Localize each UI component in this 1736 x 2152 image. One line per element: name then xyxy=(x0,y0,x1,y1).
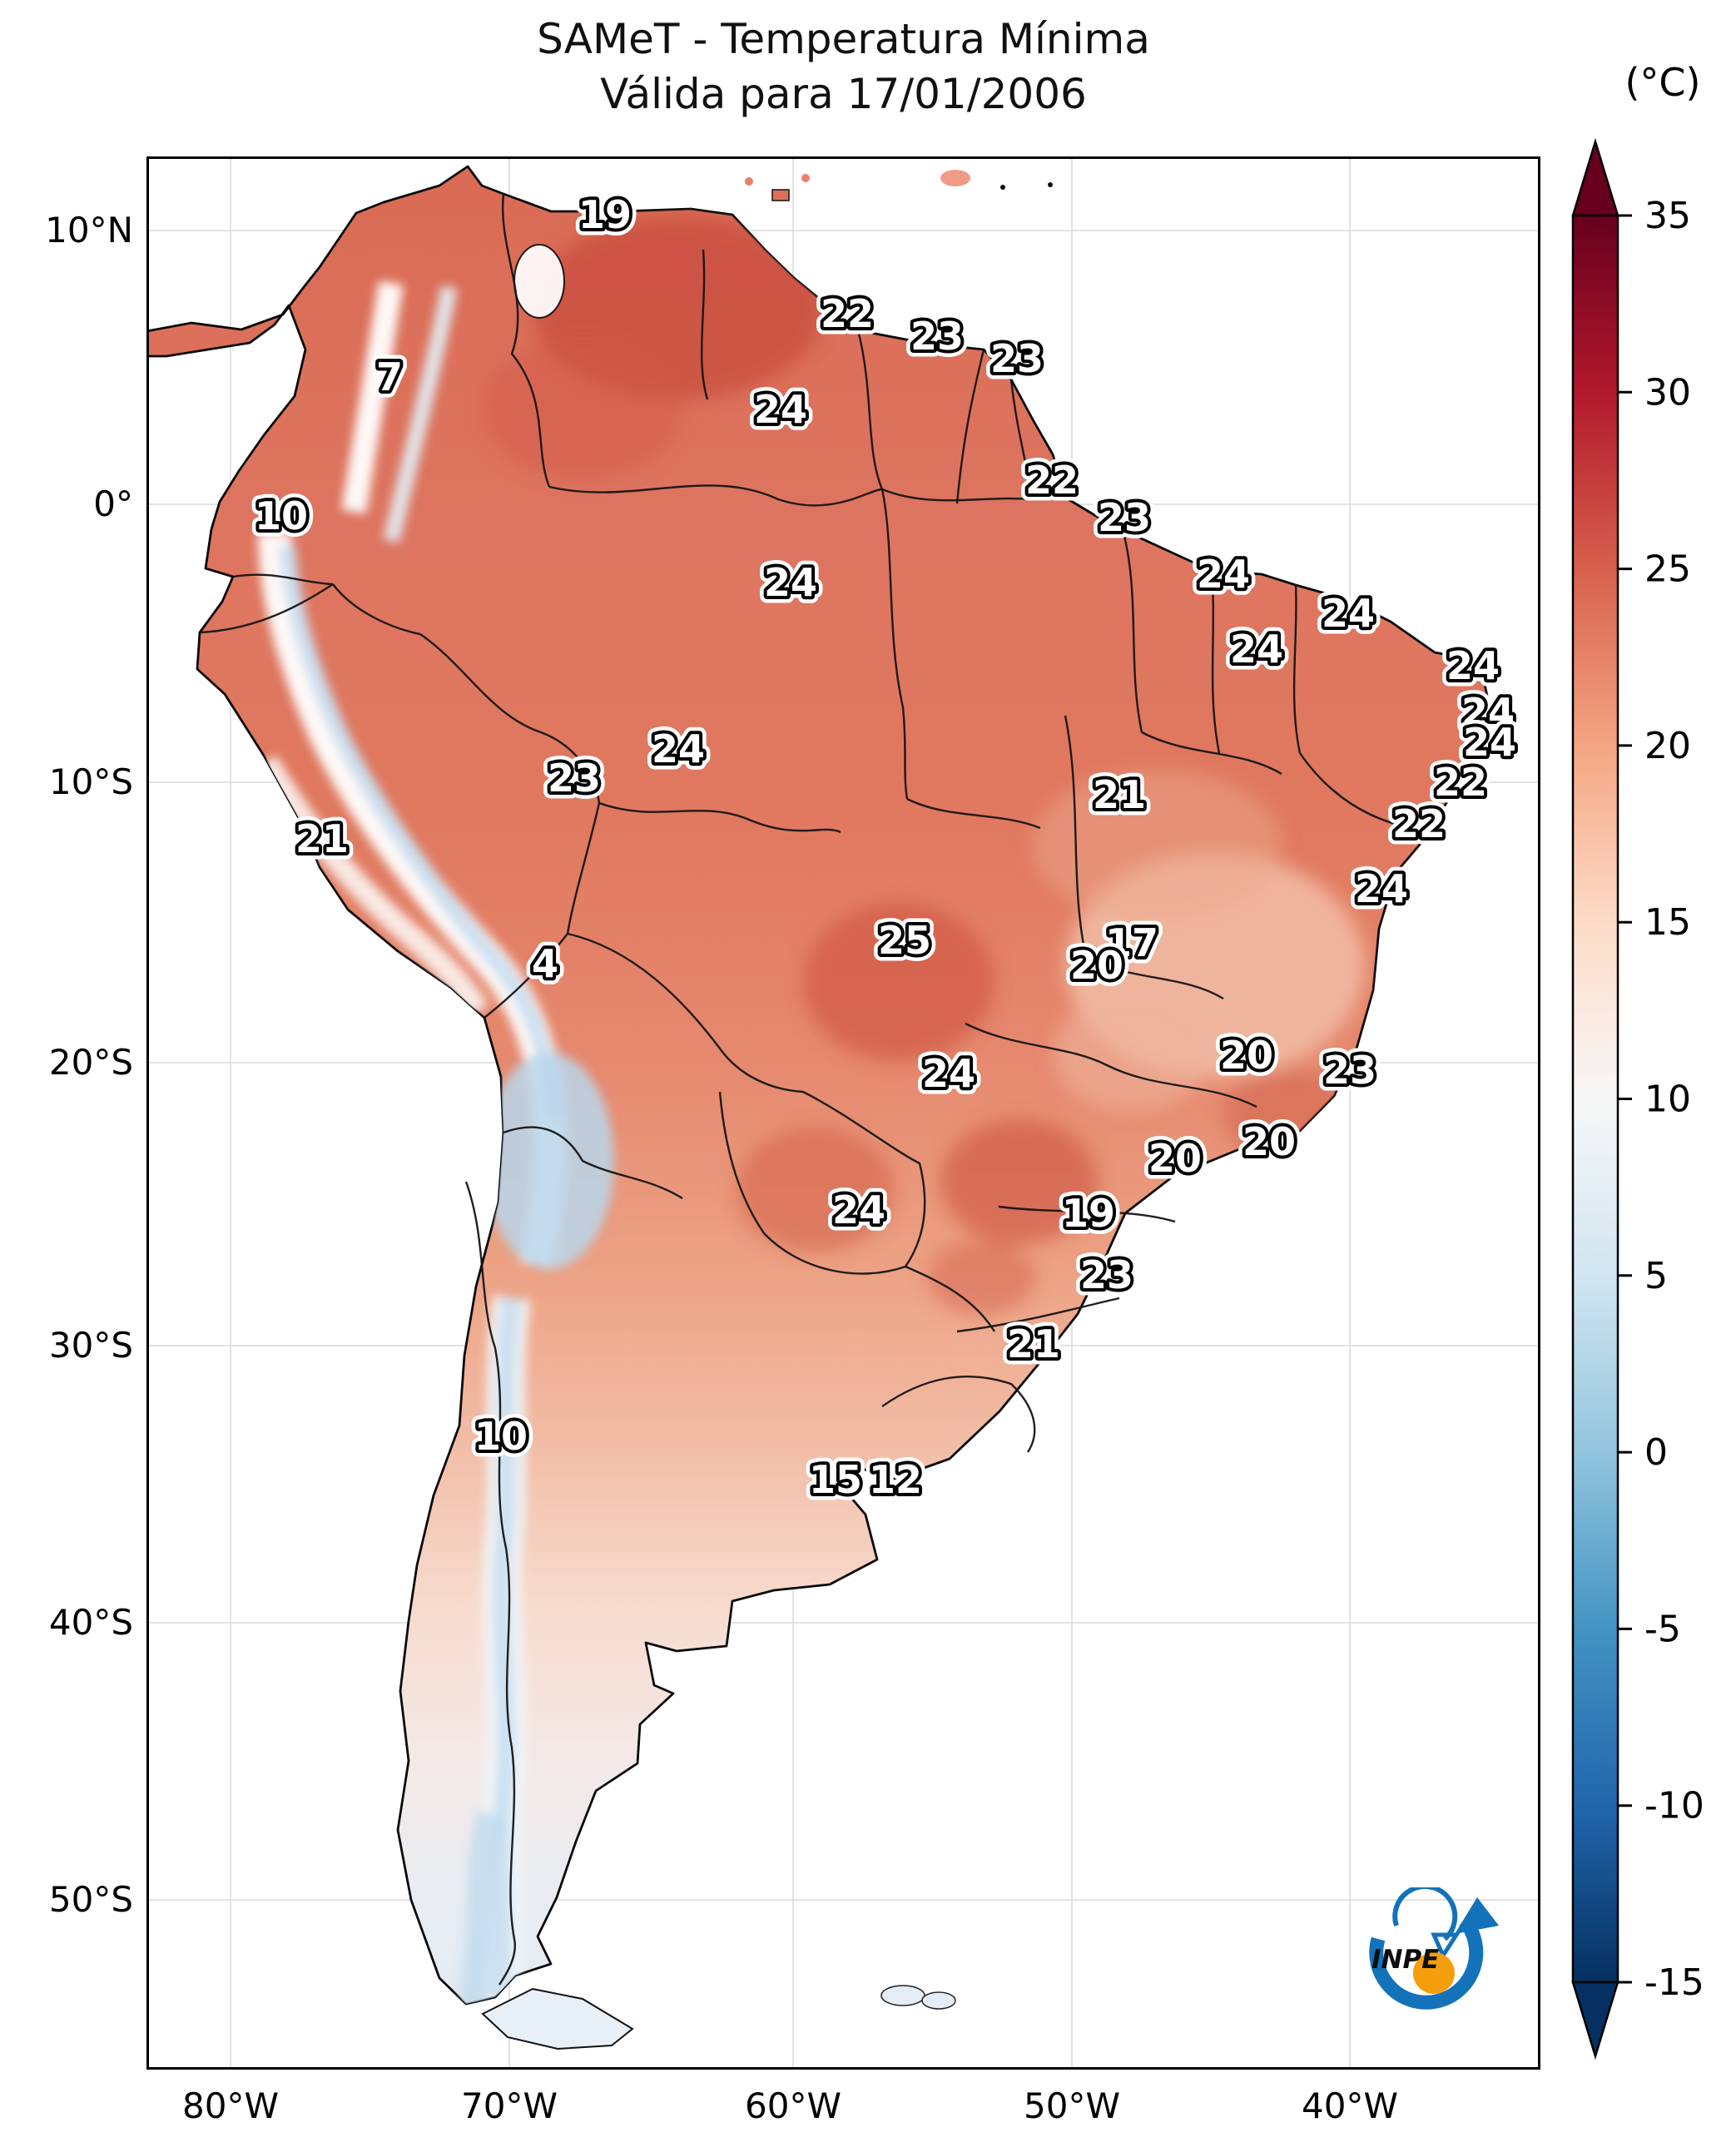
colorbar-tick-label: -10 xyxy=(1644,1785,1704,1827)
plot-frame xyxy=(146,156,1540,2070)
inpe-logo: INPE xyxy=(1348,1887,1515,2033)
lat-tick-label: 30°S xyxy=(8,1324,133,1367)
title-line-1: SAMeT - Temperatura Mínima xyxy=(146,12,1540,67)
lon-tick-label: 40°W xyxy=(1279,2085,1421,2128)
lon-tick-label: 50°W xyxy=(1001,2085,1143,2128)
colorbar-arrow-under xyxy=(1573,1982,1618,2056)
lat-tick-label: 50°S xyxy=(8,1878,133,1921)
colorbar-tick-label: 20 xyxy=(1644,725,1691,767)
colorbar-unit-label: (°C) xyxy=(1588,60,1736,105)
colorbar-tick-label: 5 xyxy=(1644,1255,1668,1297)
figure-title: SAMeT - Temperatura Mínima Válida para 1… xyxy=(146,12,1540,121)
colorbar-tick-label: 25 xyxy=(1644,548,1691,591)
colorbar-tick-label: 35 xyxy=(1644,195,1691,237)
colorbar-gradient xyxy=(1573,216,1618,1982)
figure: SAMeT - Temperatura Mínima Válida para 1… xyxy=(0,0,1736,2152)
lat-tick-label: 0° xyxy=(8,483,133,526)
lat-tick-label: 40°S xyxy=(8,1601,133,1644)
lat-tick-label: 10°N xyxy=(8,209,133,252)
colorbar-tick-label: 30 xyxy=(1644,371,1691,414)
inpe-inner-arc xyxy=(1395,1887,1455,1939)
inpe-arrowhead xyxy=(1455,1897,1499,1934)
colorbar-arrow-over xyxy=(1573,141,1618,216)
lat-tick-label: 10°S xyxy=(8,761,133,804)
lon-tick-label: 80°W xyxy=(160,2085,301,2128)
colorbar-tick-label: 10 xyxy=(1644,1078,1691,1121)
colorbar-tick-label: 15 xyxy=(1644,901,1691,944)
colorbar-tick-label: -15 xyxy=(1644,1961,1704,2004)
lon-tick-label: 70°W xyxy=(439,2085,580,2128)
colorbar-tick-label: -5 xyxy=(1644,1608,1681,1650)
title-line-2: Válida para 17/01/2006 xyxy=(146,67,1540,121)
lon-tick-label: 60°W xyxy=(722,2085,864,2128)
inpe-text: INPE xyxy=(1371,1945,1439,1975)
lat-tick-label: 20°S xyxy=(8,1041,133,1084)
colorbar-tick-label: 0 xyxy=(1644,1431,1668,1474)
colorbar: 35 30 25 20 15 10 5 0 -5 -10 -15 xyxy=(1555,133,1736,2072)
